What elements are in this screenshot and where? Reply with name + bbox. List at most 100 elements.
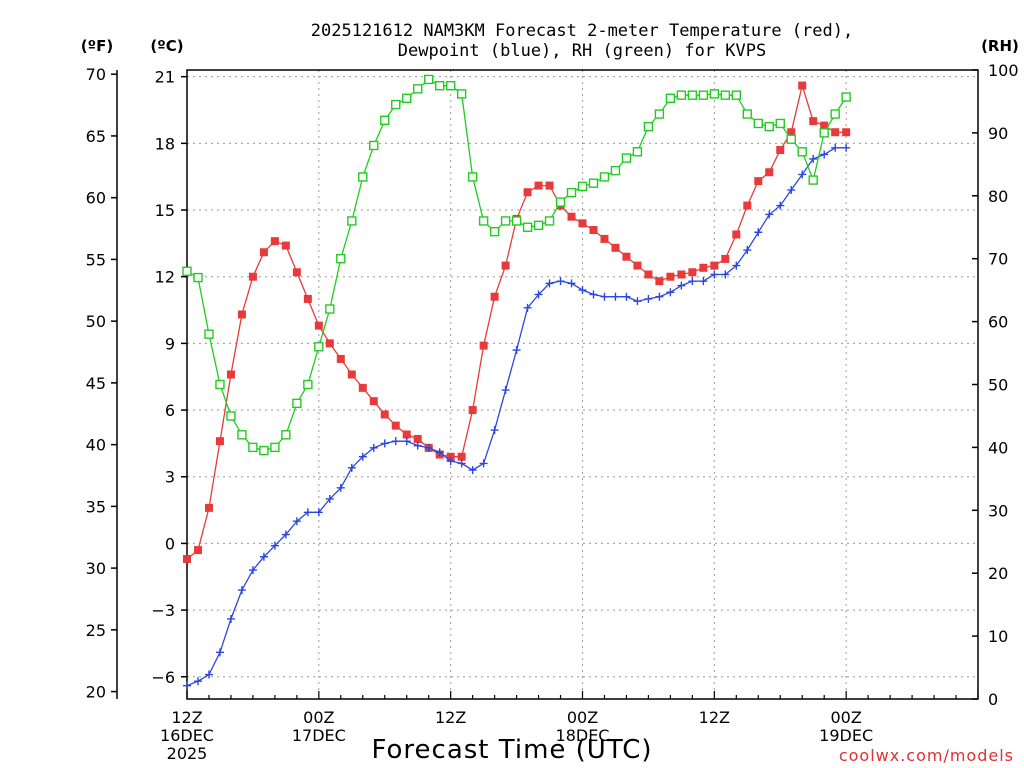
dewpoint-point [765,210,774,219]
series-layer [182,74,851,690]
dewpoint-point [567,279,576,288]
fahrenheit-axis: 20 25 30 35 40 45 50 55 60 65 70 [86,65,117,702]
2-meter-temperature-point [611,243,620,252]
celsius-unit-label: (ºC) [150,37,183,55]
2-meter-temperature-point [292,268,301,277]
2-meter-temperature-point [842,128,851,137]
dewpoint-point [226,614,235,623]
dewpoint-point [435,448,444,457]
time-tick-label: 19DEC [819,726,873,745]
rh-tick-label: 30 [988,501,1008,520]
rh-tick-label: 60 [988,313,1008,332]
2-meter-temperature-point [677,270,686,279]
rh-point [358,172,368,182]
rh-point [402,93,412,104]
dewpoint-point [622,292,631,301]
celsius-tick-label: −3 [151,601,175,620]
rh-point [413,84,423,94]
dewpoint-point [600,292,609,301]
fahrenheit-unit-label: (ºF) [81,37,113,55]
rh-point [753,118,763,129]
rh-point [182,266,192,276]
2-meter-temperature-point [732,230,741,239]
2-meter-temperature-point [215,437,224,446]
rh-point [489,226,500,237]
celsius-tick-label: 21 [155,68,175,87]
dewpoint-line [186,147,847,687]
dewpoint-point [501,386,510,395]
rh-point [687,90,698,100]
rh-point [566,187,577,198]
2-meter-temperature-point [776,146,785,155]
rh-point [456,89,467,99]
rh-point [654,109,665,119]
dewpoint-point [655,292,664,301]
dewpoint-point [688,277,697,286]
2-meter-temperature-point [402,430,411,439]
rh-point [226,411,236,421]
rh-point [314,342,324,352]
dewpoint-point [281,530,290,539]
dewpoint-point [270,541,279,550]
2-meter-temperature-point [457,452,466,461]
rh-point [215,379,225,390]
dewpoint-point [545,279,554,288]
rh-point [445,81,456,91]
rh-point [808,175,818,185]
2-meter-temperature-point [644,270,653,279]
fahrenheit-tick-label: 35 [86,497,106,516]
dewpoint-point [611,292,620,301]
time-tick-label: 17DEC [292,726,346,745]
celsius-tick-label: −6 [151,668,175,687]
2-meter-temperature-point [567,212,576,221]
dewpoint-point [754,228,763,237]
2-meter-temperature-point [578,219,587,228]
dewpoint-point [303,508,312,517]
dewpoint-point [369,443,378,452]
2-meter-temperature-point [655,277,664,286]
rh-point [643,121,654,132]
fahrenheit-tick-label: 55 [86,250,106,269]
rh-point [248,442,258,453]
2-meter-temperature-point [600,234,609,243]
rh-point [380,115,390,126]
fahrenheit-tick-label: 30 [86,559,106,578]
dewpoint-point [490,426,499,435]
2-meter-temperature-point [798,81,807,90]
2-meter-temperature-point [534,181,543,190]
dewpoint-point [787,186,796,195]
celsius-axis: −6 −3 0 3 6 9 12 15 18 21 [151,68,187,687]
2-meter-temperature-point [314,321,323,330]
time-tick-label: 00Z [831,708,862,727]
dewpoint-point [204,670,213,679]
dewpoint-point [292,517,301,526]
dewpoint-point [391,437,400,446]
rh-point [720,90,731,100]
rh-point [555,197,566,207]
watermark: coolwx.com/models [839,746,1014,765]
dewpoint-point [534,290,543,299]
rh-point [423,74,434,85]
fahrenheit-tick-label: 45 [86,374,106,393]
rh-point [259,445,269,456]
dewpoint-point [325,494,334,503]
2-meter-temperature-point [699,263,708,272]
dewpoint-point [743,246,752,255]
dewpoint-point [809,154,818,163]
2-meter-temperature-point [479,341,488,350]
dewpoint-point [732,261,741,270]
celsius-tick-label: 9 [165,334,175,353]
rh-point [391,99,401,110]
rh-tick-label: 0 [988,690,998,709]
2-meter-temperature-line [186,83,847,560]
2-meter-temperature-point [303,294,312,303]
x-axis-label: Forecast Time (UTC) [371,735,652,765]
rh-point [237,430,247,440]
rh-point [841,92,851,102]
rh-point [434,81,445,91]
fahrenheit-tick-label: 40 [86,436,106,455]
2-meter-temperature-point [589,226,598,235]
celsius-tick-label: 0 [165,534,175,553]
2-meter-temperature-point [204,503,213,512]
2-meter-temperature-point [347,370,356,379]
